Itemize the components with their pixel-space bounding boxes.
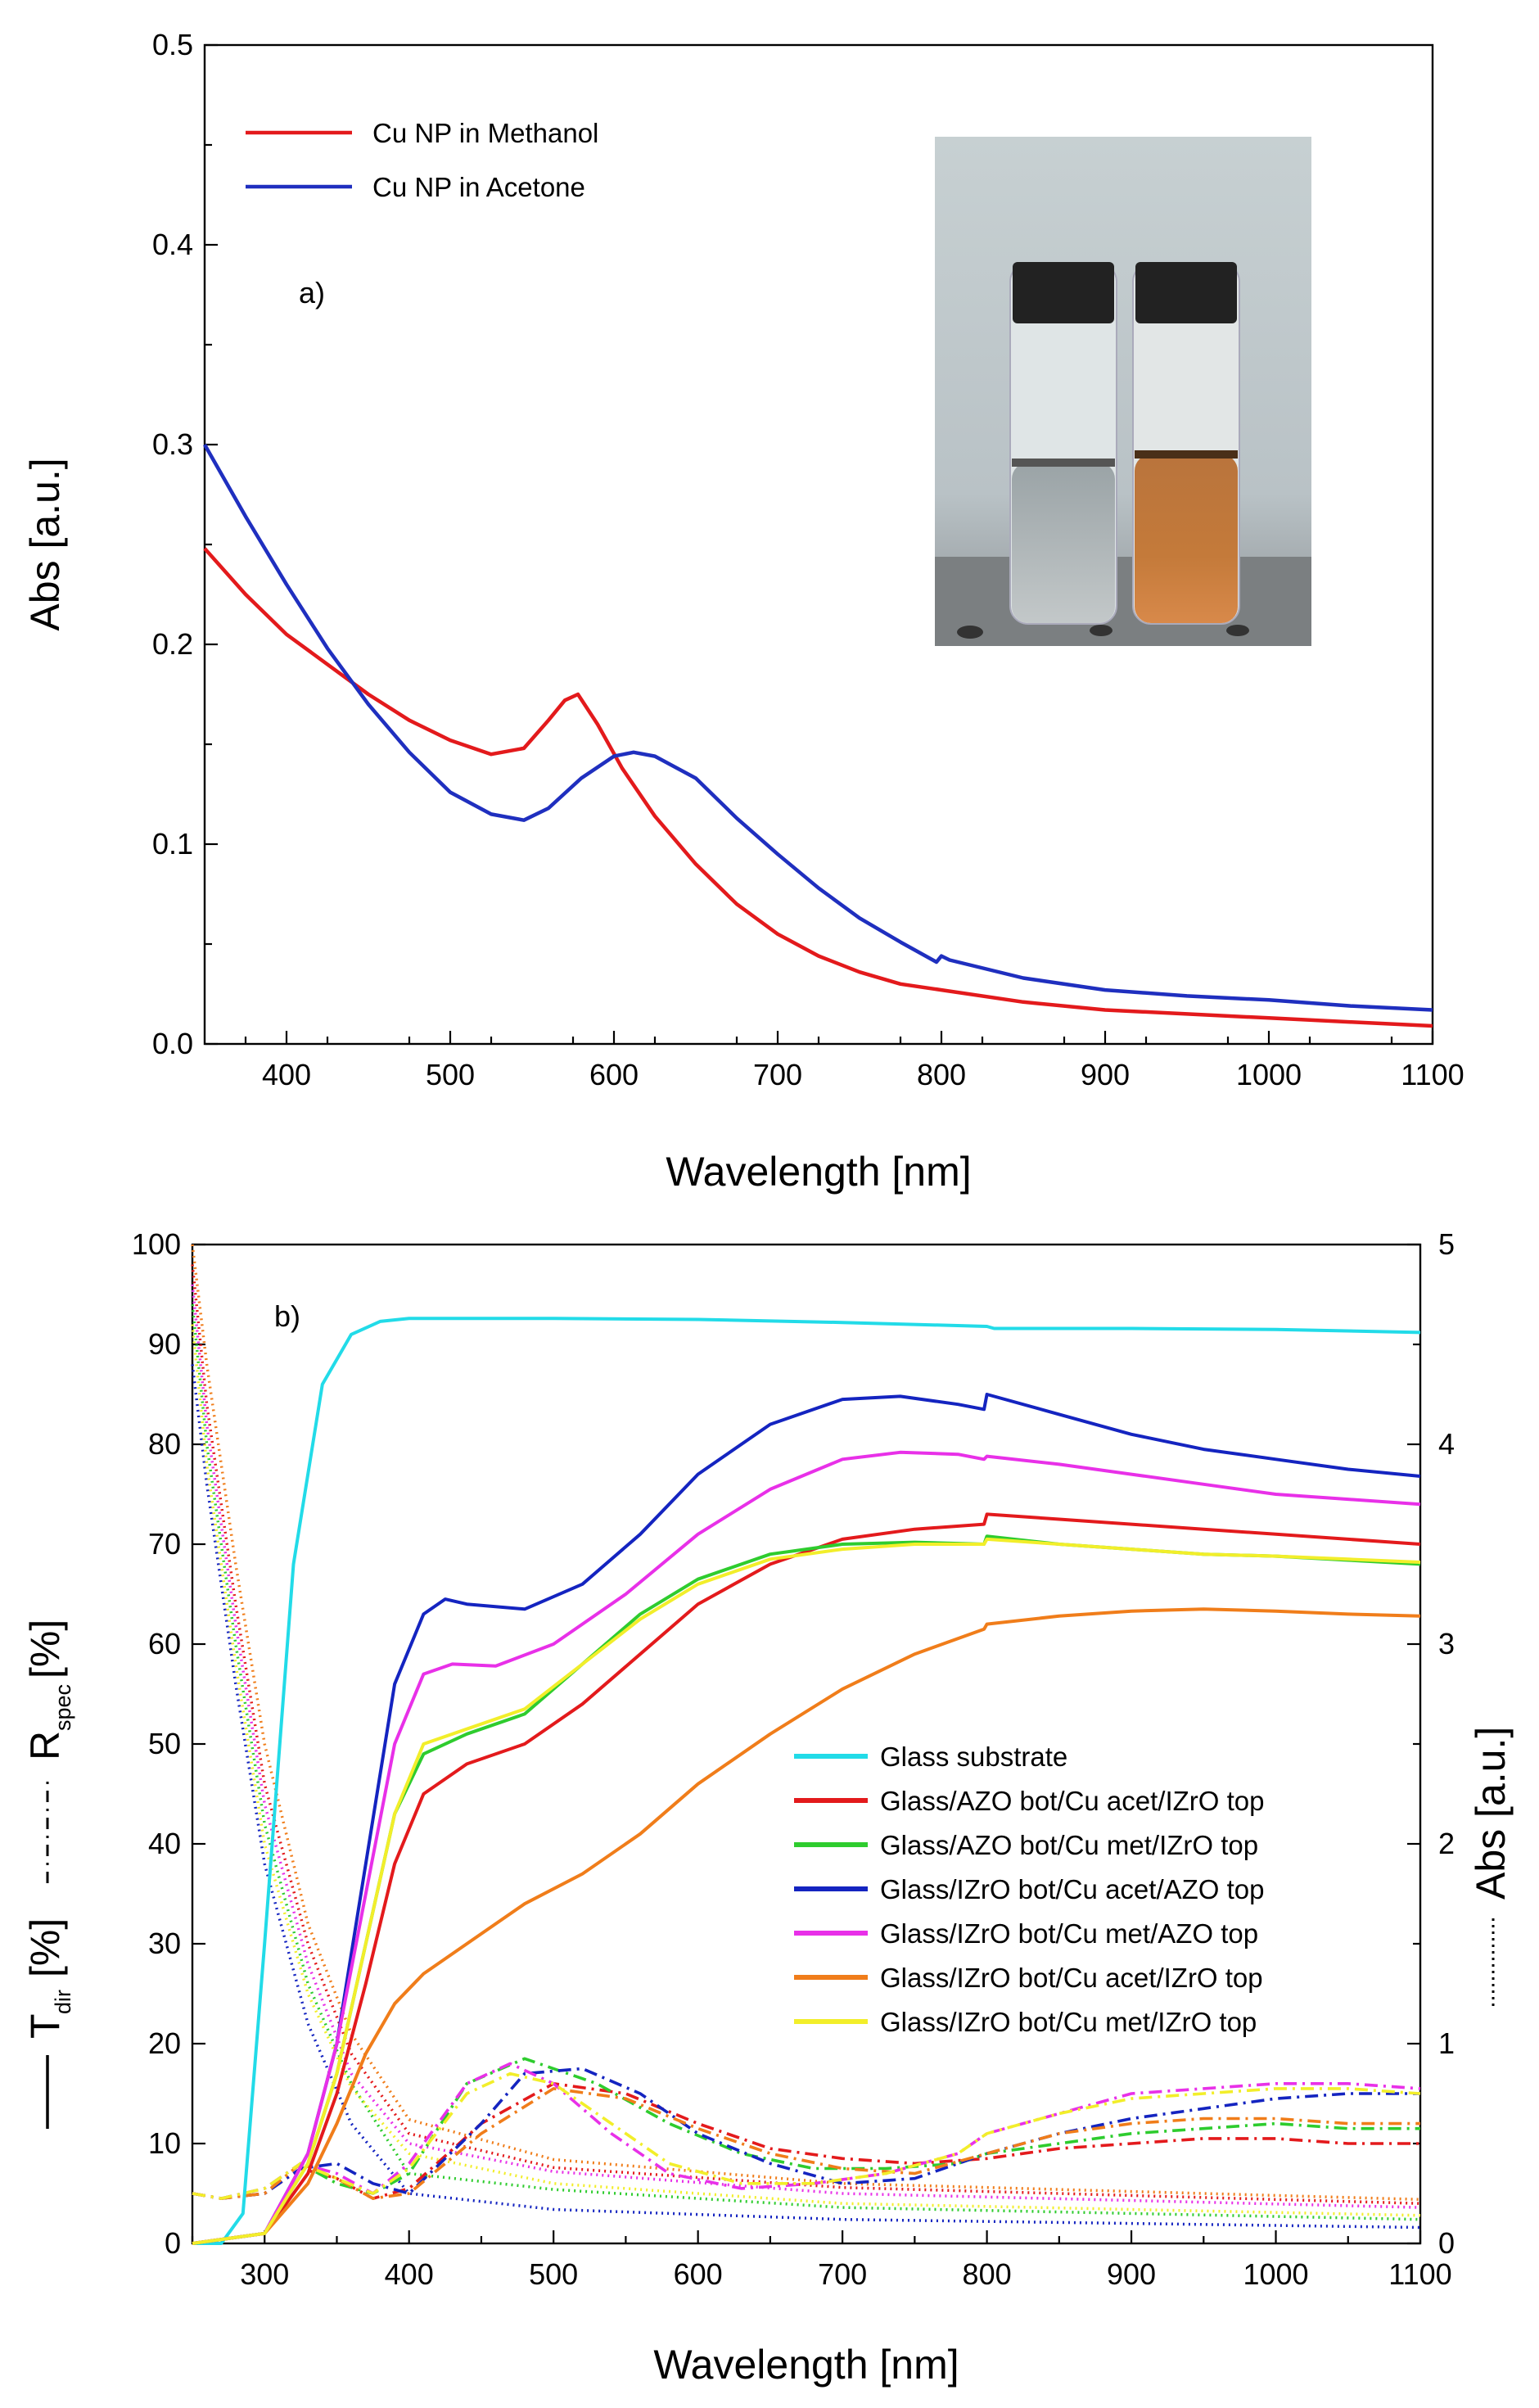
left-title-t: T	[22, 2013, 68, 2039]
panel-b-chart: 300 400 500 600 700 800 900 1000 110001020304050…	[22, 1227, 1514, 2388]
panel-b-left-tick-label: 40	[148, 1827, 181, 1860]
legend-label-glass-azo-bot-cu-acet-izro-top: Glass/AZO bot/Cu acet/IZrO top	[880, 1786, 1265, 1816]
panel-b-x-tick-label: 500	[529, 2257, 578, 2291]
vial-photo	[935, 137, 1311, 646]
panel-b-left-tick-label: 60	[148, 1627, 181, 1660]
panel-a-legend: Cu NP in Methanol Cu NP in Acetone	[246, 118, 598, 202]
legend-label-glass-substrate: Glass substrate	[880, 1742, 1067, 1772]
legend-label-methanol: Cu NP in Methanol	[372, 118, 598, 148]
absorbance-line-glass-izro-bot-cu-met-azo-top	[191, 1284, 1421, 2209]
legend-label-glass-izro-bot-cu-met-izro-top: Glass/IZrO bot/Cu met/IZrO top	[880, 2007, 1257, 2037]
panel-a-series	[203, 443, 1433, 1028]
panel-b-legend: Glass substrate Glass/AZO bot/Cu acet/IZr…	[794, 1742, 1265, 2037]
panel-b-series	[191, 1244, 1421, 2245]
panel-a-y-tick-label: 0.2	[152, 627, 193, 661]
legend-label-glass-izro-bot-cu-met-azo-top: Glass/IZrO bot/Cu met/AZO top	[880, 1918, 1258, 1949]
panel-b-x-tick-label: 1100	[1388, 2257, 1451, 2291]
panel-b-right-axis-title: Abs [a.u.]	[1468, 1727, 1514, 2006]
absorbance-line-glass-azo-bot-cu-acet-izro-top	[191, 1264, 1421, 2205]
panel-b-left-tick-label: 80	[148, 1427, 181, 1461]
legend-label-glass-azo-bot-cu-met-izro-top: Glass/AZO bot/Cu met/IZrO top	[880, 1830, 1258, 1860]
panel-b-right-tick-label: 5	[1438, 1227, 1455, 1261]
left-title-r-unit: [%]	[22, 1620, 68, 1678]
reflectance-line-glass-izro-bot-cu-met-izro-top	[192, 2071, 1421, 2200]
panel-b-x-axis-title: Wavelength [nm]	[653, 2342, 959, 2388]
reflectance-line-glass-azo-bot-cu-acet-izro-top	[192, 2082, 1420, 2200]
reflectance-line-glass-izro-bot-cu-acet-izro-top	[192, 2087, 1420, 2200]
panel-b-x-tick-label: 800	[963, 2257, 1012, 2291]
left-title-t-unit: [%]	[22, 1918, 68, 1977]
panel-b-axis-ticks: 300 400 500 600 700 800 900 1000 110001020304050…	[132, 1227, 1455, 2291]
panel-b-x-tick-label: 700	[818, 2257, 867, 2291]
panel-a-x-tick-label: 1000	[1236, 1058, 1302, 1091]
panel-b-x-tick-label: 300	[240, 2257, 289, 2291]
left-title-t-sub: dir	[51, 1990, 75, 2014]
panel-a-y-tick-label: 0.3	[152, 427, 193, 461]
reflectance-line-glass-izro-bot-cu-met-azo-top	[192, 2062, 1421, 2200]
panel-b-right-tick-label: 1	[1438, 2026, 1455, 2060]
panel-a-label: a)	[299, 276, 325, 309]
transmittance-line-glass-izro-bot-cu-met-azo-top	[192, 1450, 1421, 2245]
panel-a-x-tick-label: 500	[426, 1058, 475, 1091]
panel-b-right-tick-label: 0	[1438, 2226, 1455, 2260]
panel-b-left-tick-label: 0	[165, 2226, 181, 2260]
panel-b-left-tick-label: 90	[148, 1327, 181, 1361]
transmittance-line-glass-izro-bot-cu-met-izro-top	[192, 1537, 1421, 2245]
panel-a-x-tick-label: 400	[262, 1058, 311, 1091]
series-line-cu-np-in-acetone	[203, 443, 1433, 1012]
absorbance-line-glass-azo-bot-cu-met-izro-top	[191, 1304, 1421, 2221]
legend-label-acetone: Cu NP in Acetone	[372, 172, 585, 202]
panel-b-left-tick-label: 100	[132, 1227, 181, 1261]
panel-a-x-tick-label: 600	[589, 1058, 639, 1091]
transmittance-line-glass-azo-bot-cu-acet-izro-top	[192, 1512, 1421, 2245]
panel-a-x-tick-label: 700	[753, 1058, 802, 1091]
series-line-cu-np-in-methanol	[203, 547, 1433, 1028]
panel-b-x-tick-label: 600	[674, 2257, 723, 2291]
right-title-abs: Abs [a.u.]	[1468, 1727, 1514, 1900]
panel-b-left-axis-title: T dir [%] R spec [%]	[22, 1620, 75, 2129]
panel-a-y-tick-label: 0.5	[152, 28, 193, 61]
panel-a-y-axis-title: Abs [a.u.]	[22, 458, 68, 630]
left-title-r: R	[22, 1731, 68, 1760]
panel-a-y-tick-label: 0.1	[152, 827, 193, 861]
panel-b-left-tick-label: 50	[148, 1727, 181, 1760]
panel-b-left-tick-label: 20	[148, 2026, 181, 2060]
legend-label-glass-izro-bot-cu-acet-azo-top: Glass/IZrO bot/Cu acet/AZO top	[880, 1874, 1265, 1904]
panel-a-y-tick-label: 0.4	[152, 228, 193, 261]
transmittance-line-glass-izro-bot-cu-acet-azo-top	[192, 1393, 1421, 2245]
panel-a-x-tick-label: 1100	[1401, 1058, 1464, 1091]
left-title-r-sub: spec	[51, 1684, 75, 1731]
absorbance-line-glass-izro-bot-cu-acet-izro-top	[191, 1244, 1421, 2202]
panel-a-x-tick-label: 900	[1081, 1058, 1130, 1091]
panel-a-x-tick-label: 800	[917, 1058, 966, 1091]
panel-b-x-tick-label: 400	[385, 2257, 434, 2291]
panel-b-label: b)	[274, 1299, 300, 1333]
panel-b-x-tick-label: 1000	[1243, 2257, 1308, 2291]
absorbance-line-glass-izro-bot-cu-met-izro-top	[191, 1324, 1421, 2217]
legend-label-glass-izro-bot-cu-acet-izro-top: Glass/IZrO bot/Cu acet/IZrO top	[880, 1963, 1263, 1993]
reflectance-line-glass-izro-bot-cu-acet-azo-top	[192, 2067, 1420, 2200]
panel-a-axis-ticks: 400 500 600 700 800 900 1000 1100 0.0 0.1 0.2 0.3 0.…	[152, 28, 1465, 1091]
panel-b-left-tick-label: 10	[148, 2126, 181, 2160]
panel-a-x-axis-title: Wavelength [nm]	[666, 1149, 971, 1195]
panel-b-plot-frame	[191, 1243, 1422, 2245]
panel-b-right-tick-label: 3	[1438, 1627, 1455, 1660]
panel-a-y-tick-label: 0.0	[152, 1027, 193, 1060]
transmittance-line-glass-substrate	[192, 1317, 1421, 2245]
panel-a-chart: 400 500 600 700 800 900 1000 1100 0.0 0.1 0.2 0.3 0.…	[22, 28, 1465, 1195]
panel-b-left-tick-label: 70	[148, 1527, 181, 1561]
panel-b-right-tick-label: 2	[1438, 1827, 1455, 1860]
reflectance-line-glass-azo-bot-cu-met-izro-top	[192, 2057, 1420, 2200]
panel-b-left-tick-label: 30	[148, 1927, 181, 1960]
transmittance-line-glass-izro-bot-cu-acet-izro-top	[192, 1607, 1421, 2245]
panel-b-x-tick-label: 900	[1107, 2257, 1156, 2291]
panel-b-right-tick-label: 4	[1438, 1427, 1455, 1461]
